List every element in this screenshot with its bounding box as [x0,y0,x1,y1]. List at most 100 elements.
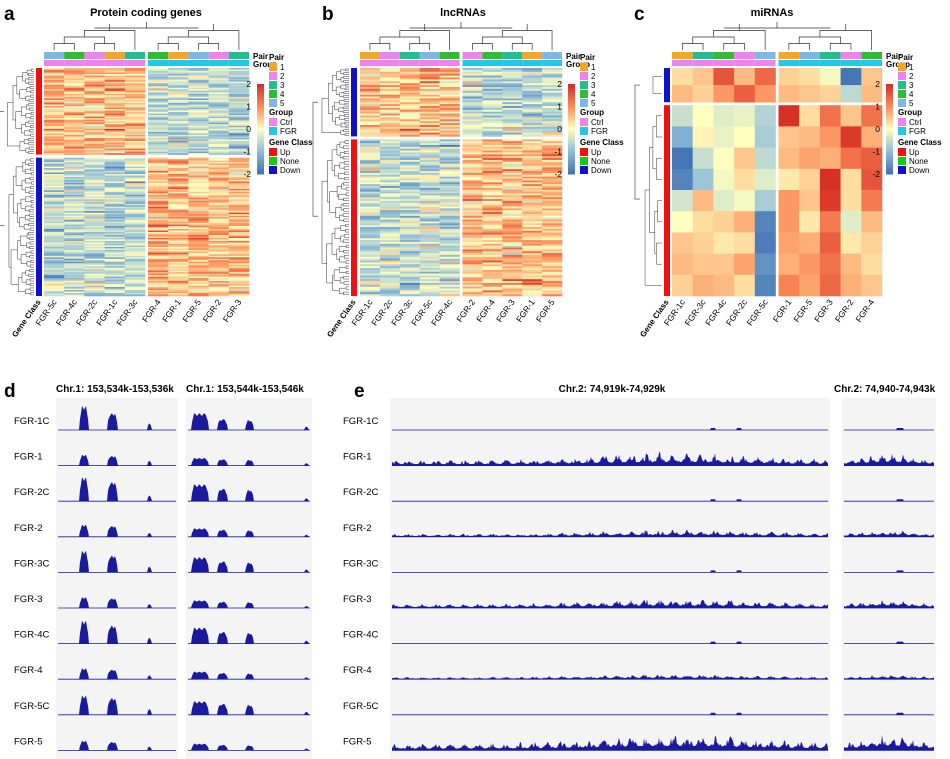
heatmap-cell [188,288,209,291]
heatmap-cell [44,178,65,181]
heatmap-cell [64,273,85,276]
gene-class-bar-segment [351,139,357,296]
heatmap-cell [542,159,563,163]
heatmap-cell [840,147,862,170]
heatmap-cell [104,119,126,122]
heatmap-cell [419,184,440,187]
heatmap-cell [228,196,250,199]
heatmap-cell [44,226,65,228]
heatmap-cell [148,162,169,164]
legend-gene-class-swatch [580,148,588,156]
heatmap-cell [168,163,189,166]
heatmap-cell [542,139,563,142]
heatmap-cell [148,78,169,81]
heatmap-cell [522,228,543,232]
heatmap-cell [399,119,420,122]
heatmap-cell [148,102,169,105]
heatmap-cell [379,208,401,211]
heatmap-cell [168,242,189,245]
heatmap-cell [778,168,800,191]
heatmap-cell [124,264,146,267]
heatmap-cell [188,190,209,193]
heatmap-cell [462,88,483,92]
heatmap-cell [419,217,440,220]
heatmap-cell [104,122,126,125]
heatmap-cell [399,197,420,200]
legend-pair-label: 3 [591,81,596,90]
column-label: FGR-2 [833,297,856,324]
heatmap-cell [462,236,483,239]
row-dendrogram-top-branch [25,121,31,127]
heatmap-cell [148,255,169,258]
group-annotation-cell [228,60,249,66]
heatmap-cell [799,253,821,276]
legend-pair-swatch [898,63,906,71]
heatmap-cell [148,269,169,272]
row-dendrogram-top-branch [30,125,34,128]
heatmap-cell [542,98,563,101]
row-dendrogram-bottom-branch [30,172,34,176]
heatmap-cell [228,294,250,297]
heatmap-cell [482,163,503,166]
heatmap-cell [188,246,209,249]
heatmap-cell [104,229,126,231]
heatmap-cell [713,126,735,148]
heatmap-cell [84,245,105,248]
heatmap-cell [44,187,65,190]
heatmap-cell [84,212,105,215]
heatmap-cell [462,253,483,256]
heatmap-cell [208,264,230,267]
heatmap-cell [379,204,401,207]
heatmap-cell [379,247,401,250]
row-dendrogram-bottom-branch [338,193,347,200]
heatmap-cell [462,238,483,241]
heatmap-cell [379,68,401,71]
heatmap-cell [399,148,420,151]
row-dendrogram-bottom-branch [30,195,34,199]
heatmap-cell [148,124,169,127]
heatmap-cell [208,190,230,193]
heatmap-cell [419,134,440,137]
heatmap-cell [754,232,776,254]
heatmap-cell [482,87,503,90]
heatmap-cell [734,274,756,297]
heatmap-cell [399,187,420,191]
colorbar-step [257,130,264,133]
heatmap-cell [208,236,230,239]
heatmap-cell [462,148,483,151]
track-label-e: FGR-1C [343,416,379,427]
heatmap-cell [522,197,543,200]
heatmap-cell [672,190,693,212]
heatmap-cell [124,191,146,194]
heatmap-cell [84,221,105,224]
pair-annotation-cell [754,52,776,59]
heatmap-cell [542,126,563,130]
heatmap-cell [462,227,483,230]
heatmap-cell [168,165,189,167]
heatmap-cell [419,107,440,111]
heatmap-cell [482,269,503,273]
heatmap-cell [379,282,401,286]
heatmap-cell [439,154,460,157]
heatmap-cell [379,199,401,202]
row-dendrogram-bottom-branch [29,186,34,190]
heatmap-cell [148,190,169,193]
heatmap-cell [168,190,189,193]
heatmap-cell [64,243,85,246]
heatmap-cell [379,234,401,237]
track-label-e: FGR-5 [343,736,372,747]
heatmap-cell [124,217,146,219]
heatmap-cell [208,81,230,84]
heatmap-cell [84,83,105,86]
heatmap-cell [502,156,523,159]
heatmap-cell [502,128,523,131]
heatmap-cell [439,141,460,144]
heatmap-cell [124,90,146,93]
heatmap-cell [208,251,230,254]
heatmap-cell [399,126,420,130]
heatmap-cell [124,84,146,87]
heatmap-cell [64,248,85,251]
heatmap-cell [188,80,209,82]
colorbar-step [886,140,893,143]
heatmap-cell [360,227,381,230]
